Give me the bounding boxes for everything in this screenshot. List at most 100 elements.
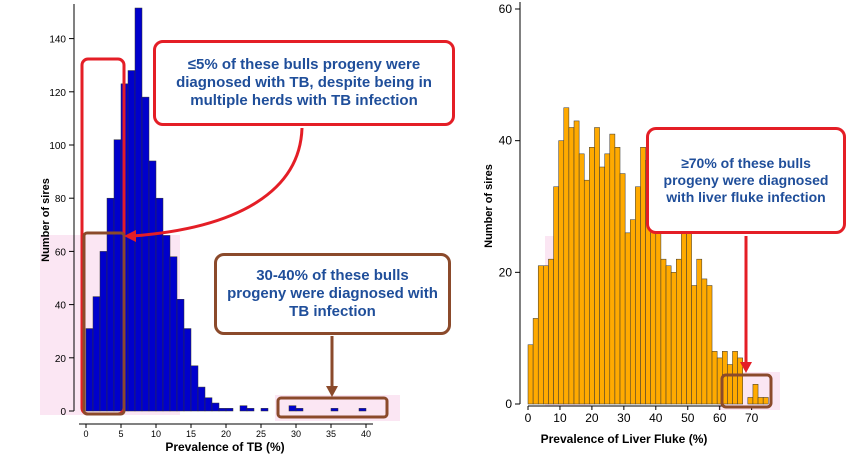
tb-y-tick-label: 60	[55, 247, 67, 258]
lf-y-tick-label: 0	[505, 397, 512, 411]
tb-high-callout: 30-40% of these bulls progeny were diagn…	[214, 253, 451, 335]
tb-bar	[288, 405, 297, 412]
lf-high-callout: ≥70% of these bulls progeny were diagnos…	[646, 127, 846, 234]
tb-bar	[162, 235, 171, 412]
lf-bar	[594, 127, 600, 405]
tb-bar	[148, 160, 157, 412]
lf-bar	[762, 397, 769, 405]
tb-bar	[358, 408, 367, 412]
lf-bar	[696, 258, 703, 405]
tb-high-arrowhead	[326, 386, 338, 397]
lf-bar	[691, 285, 697, 405]
lf-bar	[573, 120, 580, 405]
lf-high-bin-box	[720, 373, 773, 409]
lf-bar	[670, 272, 677, 405]
lf-bar	[558, 140, 565, 405]
lf-bar	[747, 397, 754, 405]
lf-bar	[635, 186, 641, 405]
lf-x-tick-label: 10	[553, 411, 567, 425]
lf-bar	[732, 351, 738, 405]
tb-bar	[204, 397, 213, 412]
lf-bar	[660, 258, 667, 405]
tb-x-tick-label: 20	[221, 429, 231, 439]
tb-bar	[183, 328, 192, 412]
tb-bar	[106, 197, 115, 412]
lf-bar	[527, 344, 534, 405]
tb-x-tick-label: 35	[326, 429, 336, 439]
lf-bar	[757, 397, 764, 405]
tb-x-axis-label: Prevalence of TB (%)	[165, 440, 284, 454]
lf-bar	[676, 258, 682, 405]
tb-bar	[260, 408, 269, 412]
lf-x-tick-label: 60	[713, 411, 727, 425]
tb-y-tick-label: 0	[60, 407, 66, 418]
lf-bar	[706, 285, 713, 405]
annotation-shapes	[80, 57, 773, 419]
lf-bar	[532, 318, 539, 405]
tb-x-tick-label: 25	[256, 429, 266, 439]
lf-bar	[583, 179, 590, 405]
tb-bar	[211, 402, 220, 412]
tb-x-tick-label: 15	[186, 429, 196, 439]
tb-bar	[134, 7, 143, 412]
tb-bar	[141, 96, 150, 412]
lf-bar	[563, 107, 570, 405]
tb-bar	[197, 386, 206, 412]
tb-axes: 0 20 40 60 80 100 120 140 0 5 10 15 20 25 30 35 40	[49, 4, 373, 439]
tb-low-callout: ≤5% of these bulls progeny were diagnose…	[153, 40, 455, 126]
lf-bar	[619, 173, 626, 405]
tb-y-tick-label: 40	[55, 301, 67, 312]
lf-bar	[624, 232, 631, 405]
tb-y-tick-label: 140	[49, 35, 66, 46]
lf-x-axis-label: Prevalence of Liver Fluke (%)	[541, 432, 708, 446]
tb-bar	[239, 405, 248, 412]
lf-bar	[589, 147, 595, 405]
lf-x-tick-label: 40	[649, 411, 663, 425]
tb-bar	[169, 256, 178, 412]
tb-y-tick-label: 20	[55, 354, 67, 365]
lf-bar	[614, 147, 621, 405]
lf-bar	[604, 153, 611, 405]
lf-bar	[568, 127, 575, 405]
tb-bar	[176, 299, 185, 412]
lf-bar	[629, 219, 636, 405]
lf-bar	[681, 206, 687, 405]
tb-low-arrow	[131, 127, 304, 238]
lf-y-tick-label: 20	[499, 265, 513, 279]
lf-y-tick-label: 40	[499, 134, 513, 148]
tb-bar	[155, 197, 164, 412]
lf-y-axis-label: Number of sires	[483, 164, 495, 248]
lf-bar	[599, 166, 605, 405]
tb-y-tick-label: 100	[49, 141, 66, 152]
lf-x-tick-label: 0	[525, 411, 532, 425]
tb-high-bin-box	[276, 396, 389, 419]
lf-bar	[609, 133, 616, 405]
tb-low-bin-box-inner	[82, 231, 126, 416]
lf-bar	[548, 258, 554, 405]
tb-x-tick-label: 30	[291, 429, 301, 439]
tb-bar	[85, 328, 94, 412]
lf-x-tick-label: 20	[585, 411, 599, 425]
lf-bar	[752, 384, 759, 405]
lf-x-tick-label: 70	[745, 411, 759, 425]
tb-x-tick-label: 40	[361, 429, 371, 439]
tb-y-axis-label: Number of sires	[40, 178, 52, 262]
tb-bar	[218, 408, 227, 412]
tb-low-arrowhead	[124, 230, 136, 242]
lf-bar	[665, 265, 672, 405]
tb-bar	[99, 251, 108, 412]
tb-y-tick-label: 120	[49, 88, 66, 99]
lf-bar	[543, 265, 549, 405]
tb-x-tick-label: 0	[83, 429, 88, 439]
tb-bar	[190, 365, 199, 412]
lf-x-tick-label: 50	[681, 411, 695, 425]
tb-bar	[113, 139, 122, 412]
lf-bar	[727, 364, 733, 405]
lf-bar	[711, 351, 718, 405]
lf-x-tick-label: 30	[617, 411, 631, 425]
lf-high-arrowhead	[740, 362, 752, 373]
tb-bar	[246, 408, 255, 412]
lf-y-tick-label: 60	[499, 2, 513, 16]
tb-bar	[92, 296, 101, 412]
tb-bar	[295, 408, 304, 412]
